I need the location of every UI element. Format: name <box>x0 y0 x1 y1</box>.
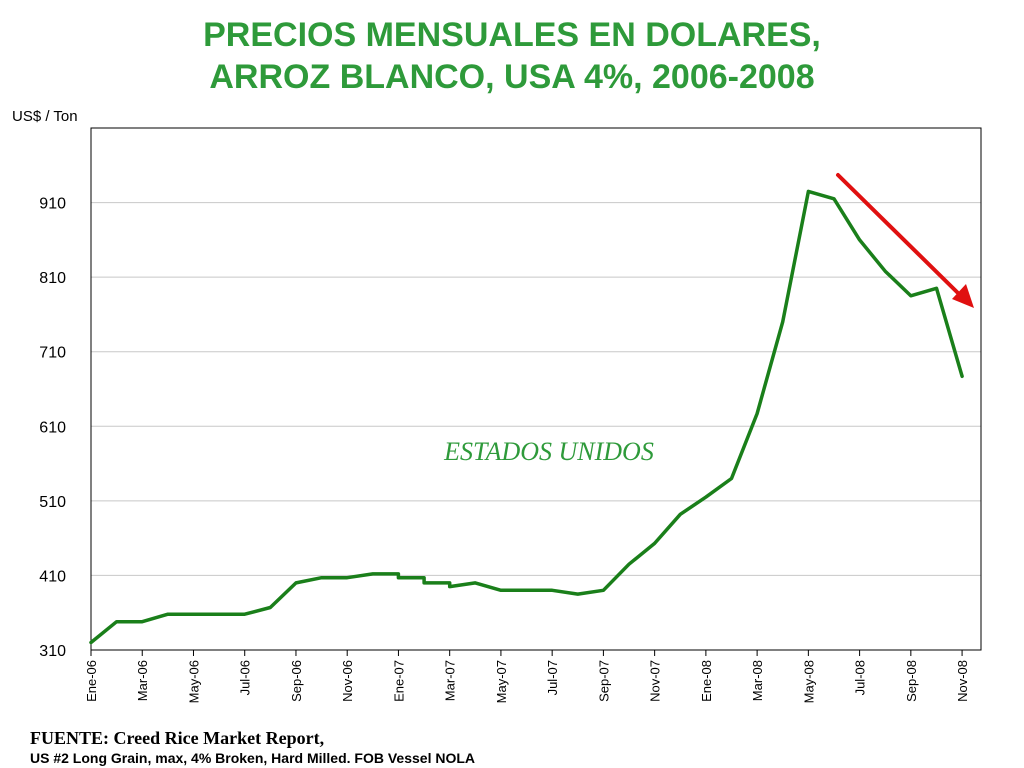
x-tick-label: Nov-06 <box>340 660 355 702</box>
plot-frame <box>90 127 982 651</box>
y-tick-label: 710 <box>39 345 66 362</box>
x-tick-label: May-07 <box>494 660 509 703</box>
source-note: FUENTE: Creed Rice Market Report, US #2 … <box>30 727 475 767</box>
y-tick-label: 410 <box>39 568 66 585</box>
y-tick-label: 810 <box>39 270 66 287</box>
x-tick-label: Jul-06 <box>238 660 253 695</box>
y-tick-label: 610 <box>39 419 66 436</box>
chart-title-line-1: PRECIOS MENSUALES EN DOLARES, <box>203 16 821 54</box>
x-tick-label: Nov-07 <box>648 660 663 702</box>
trend-arrow-line <box>836 173 962 297</box>
x-tick-label: Jul-07 <box>545 660 560 695</box>
x-tick-label: May-08 <box>801 660 816 703</box>
y-tick-label: 310 <box>39 643 66 660</box>
y-tick-label: 910 <box>39 196 66 213</box>
x-tick-label: May-06 <box>186 660 201 703</box>
x-tick-label: Sep-07 <box>596 660 611 702</box>
chart-title-line-2: ARROZ BLANCO, USA 4%, 2006-2008 <box>209 58 815 96</box>
x-tick-label: Mar-07 <box>443 660 458 701</box>
y-tick-label: 510 <box>39 494 66 511</box>
trend-arrow-head <box>952 284 974 308</box>
y-axis-label: US$ / Ton <box>12 108 78 125</box>
x-tick-label: Sep-06 <box>289 660 304 702</box>
x-tick-label: Ene-08 <box>699 660 714 702</box>
series-line <box>89 189 964 645</box>
x-tick-label: Sep-08 <box>904 660 919 702</box>
x-tick-label: Nov-08 <box>955 660 970 702</box>
x-tick-label: Mar-08 <box>750 660 765 701</box>
source-line-1: FUENTE: Creed Rice Market Report, <box>30 728 325 748</box>
x-tick-label: Ene-06 <box>84 660 99 702</box>
x-tick-label: Mar-06 <box>135 660 150 701</box>
source-line-2: US #2 Long Grain, max, 4% Broken, Hard M… <box>30 750 476 766</box>
annotation-label: ESTADOS UNIDOS <box>443 437 654 466</box>
x-tick-label: Jul-08 <box>853 660 868 695</box>
x-tick-label: Ene-07 <box>391 660 406 702</box>
chart-title: PRECIOS MENSUALES EN DOLARES, ARROZ BLAN… <box>0 14 1024 98</box>
